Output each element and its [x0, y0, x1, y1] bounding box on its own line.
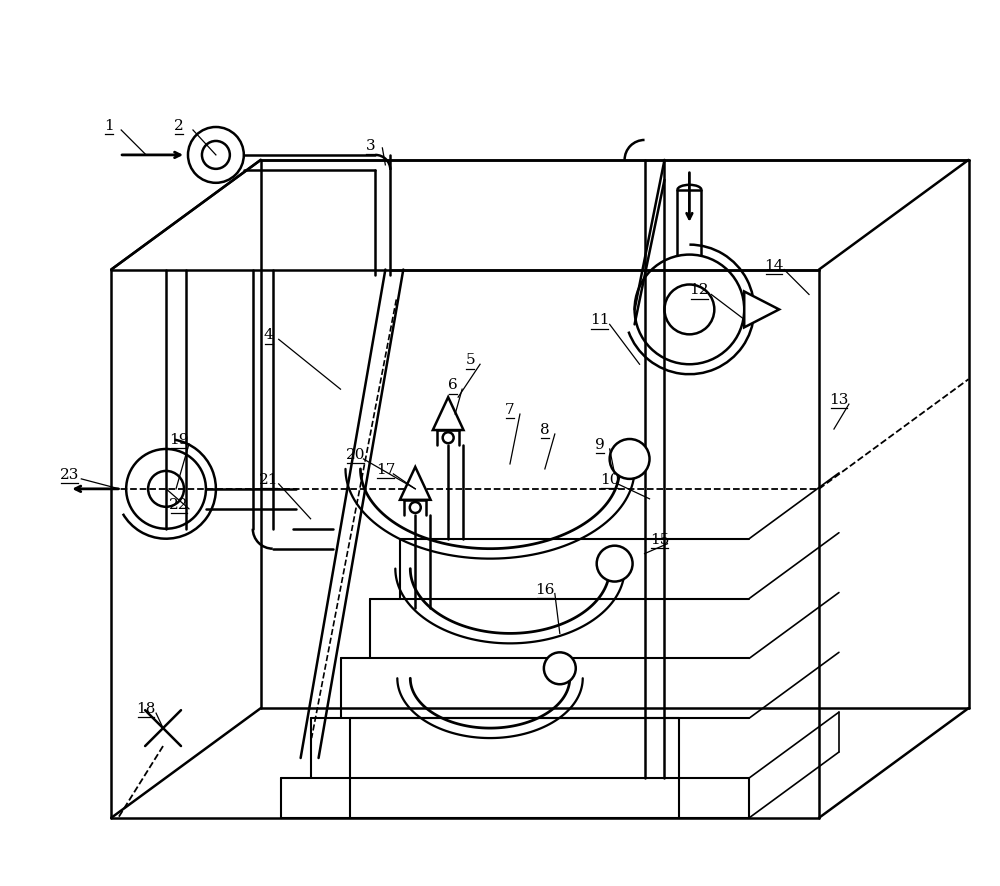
Text: 12: 12	[690, 284, 709, 297]
Text: 1: 1	[104, 119, 114, 133]
Polygon shape	[433, 398, 464, 431]
Polygon shape	[744, 292, 779, 328]
Text: 4: 4	[264, 328, 274, 342]
Text: 7: 7	[505, 402, 515, 416]
Text: 9: 9	[595, 438, 605, 452]
Circle shape	[597, 546, 633, 582]
Text: 18: 18	[136, 702, 156, 715]
Text: 19: 19	[169, 432, 189, 447]
Text: 13: 13	[829, 392, 849, 407]
Text: 5: 5	[465, 353, 475, 367]
Text: 2: 2	[174, 119, 184, 133]
Text: 22: 22	[169, 497, 189, 511]
Text: 17: 17	[376, 462, 395, 477]
Polygon shape	[400, 468, 431, 501]
Text: 8: 8	[540, 423, 550, 437]
Circle shape	[544, 653, 576, 685]
Text: 20: 20	[346, 447, 365, 462]
Text: 14: 14	[764, 258, 784, 272]
Text: 6: 6	[448, 377, 458, 392]
Circle shape	[610, 439, 650, 479]
Text: 3: 3	[366, 139, 375, 152]
Text: 11: 11	[590, 313, 609, 327]
Text: 23: 23	[60, 468, 79, 481]
Text: 21: 21	[259, 472, 278, 486]
Text: 15: 15	[650, 532, 669, 546]
Text: 10: 10	[600, 472, 619, 486]
Text: 16: 16	[535, 582, 555, 596]
